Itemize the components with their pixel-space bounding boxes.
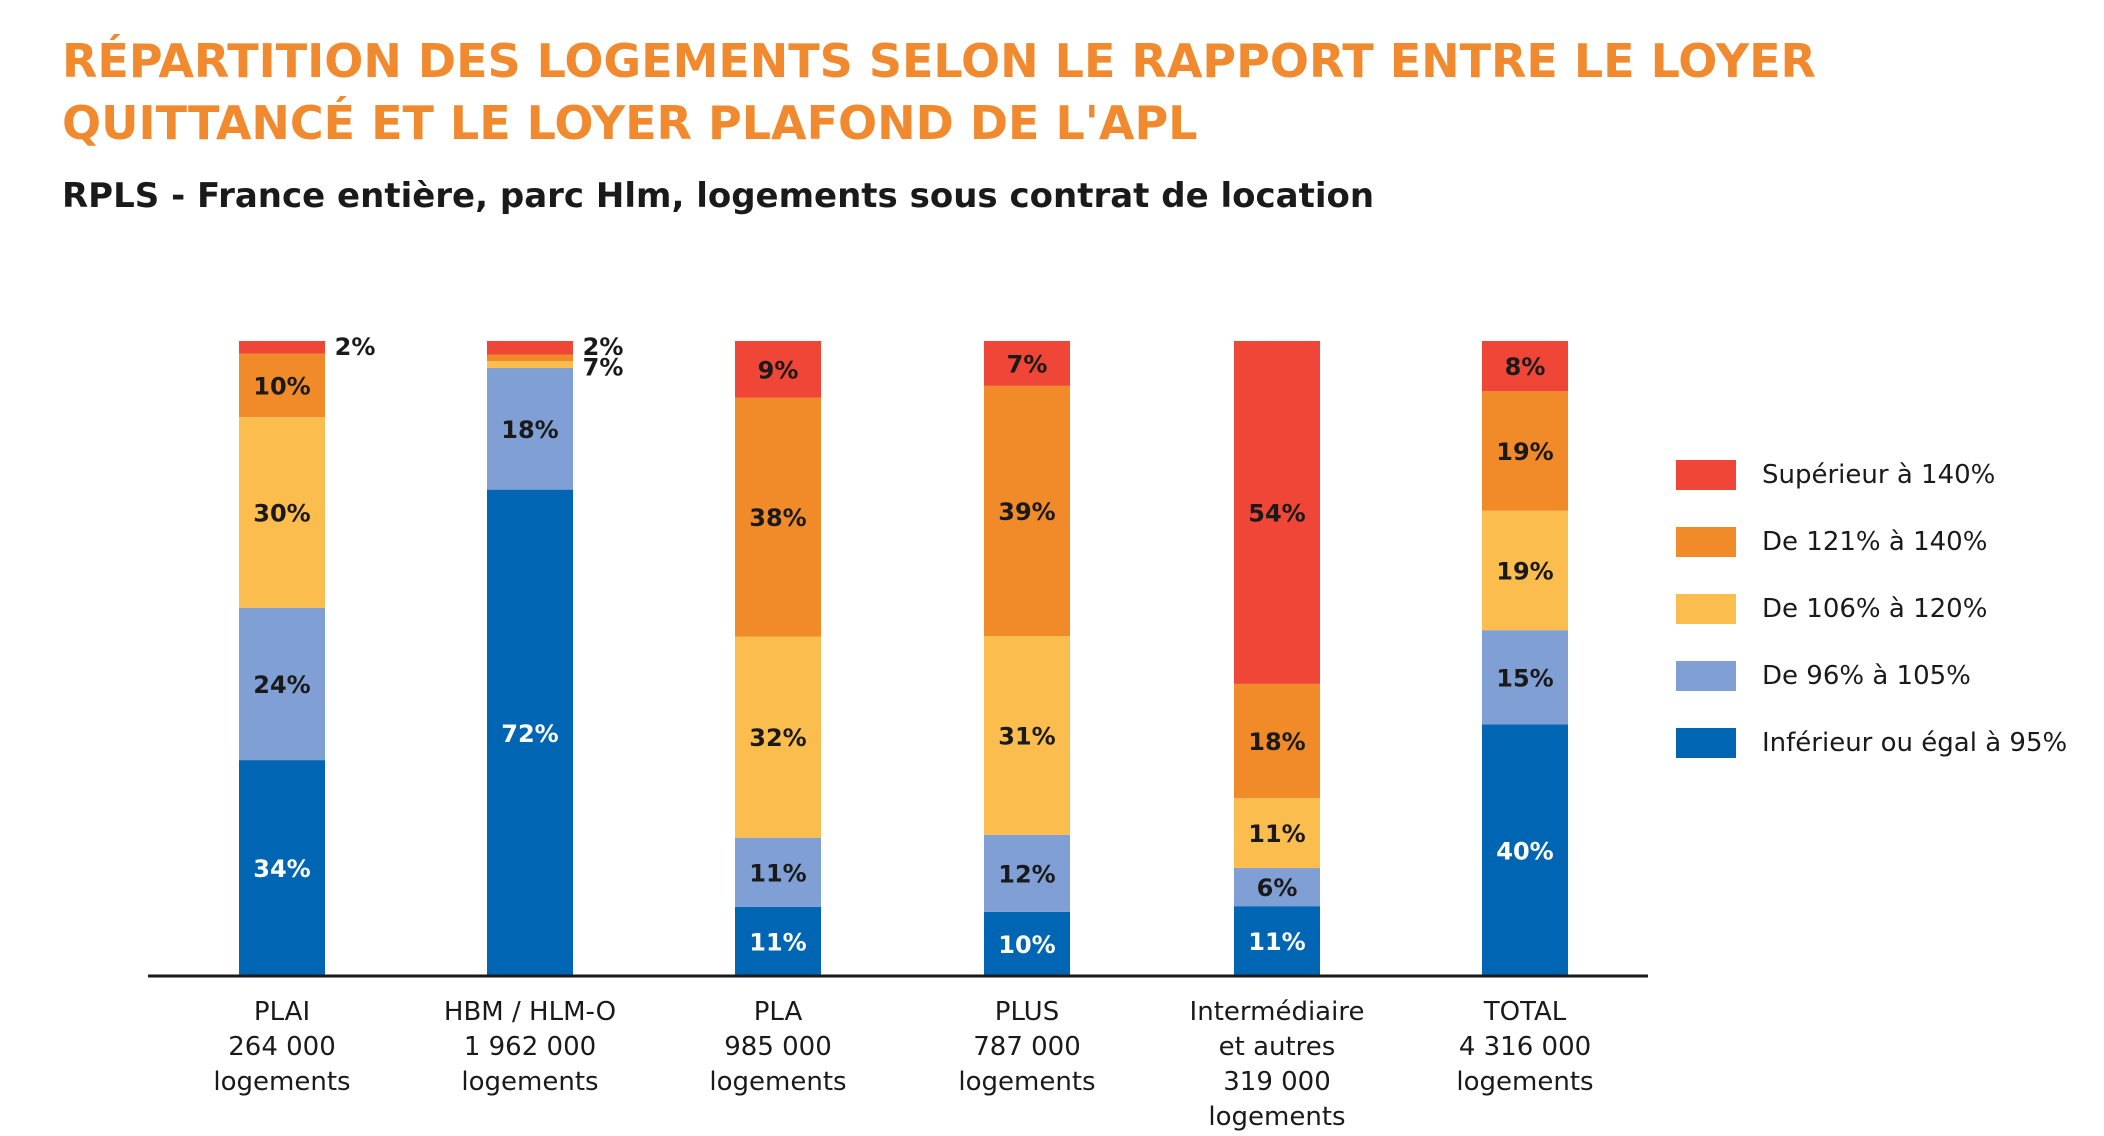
bar-segment-plus-de-121-a-140 <box>984 385 1070 637</box>
bar-segment-plai-inferieur-ou-egal-a-95 <box>239 760 325 976</box>
data-label: 40% <box>1496 837 1553 865</box>
x-tick-label: TOTAL <box>1483 997 1567 1027</box>
bar-segment-plai-superieur-a-140 <box>239 341 325 354</box>
data-label: 11% <box>749 928 806 956</box>
bar-segment-total-de-96-a-105 <box>1482 630 1568 725</box>
legend-label: Supérieur à 140% <box>1762 460 1996 490</box>
bar-segment-plus-de-106-a-120 <box>984 636 1070 835</box>
x-tick-label: 985 000 <box>724 1032 832 1062</box>
data-label: 38% <box>749 504 806 532</box>
data-label: 34% <box>253 855 310 883</box>
data-label: 18% <box>1248 728 1305 756</box>
x-tick-label: PLA <box>754 997 803 1027</box>
bar-segment-total-superieur-a-140 <box>1482 341 1568 392</box>
data-label: 11% <box>749 859 806 887</box>
legend-label: De 96% à 105% <box>1762 661 1971 691</box>
x-tick-label: PLUS <box>995 997 1059 1027</box>
data-label: 39% <box>998 498 1055 526</box>
data-label: 11% <box>1248 928 1305 956</box>
x-tick-label: 787 000 <box>973 1032 1081 1062</box>
bar-segment-intermediaire-de-96-a-105 <box>1234 868 1320 907</box>
bar-segment-plus-de-96-a-105 <box>984 834 1070 912</box>
x-tick-label: logements <box>213 1067 350 1097</box>
x-tick-label: Intermédiaire <box>1190 997 1365 1027</box>
bar-segment-pla-de-121-a-140 <box>735 397 821 637</box>
data-label: 6% <box>1257 874 1298 902</box>
data-label: 54% <box>1248 499 1305 527</box>
x-tick-label: HBM / HLM-O <box>444 997 616 1027</box>
legend-label: De 121% à 140% <box>1762 527 1988 557</box>
chart-subtitle: RPLS - France entière, parc Hlm, logemen… <box>62 176 1375 216</box>
bar-segment-pla-de-96-a-105 <box>735 837 821 907</box>
bar-segment-hbm-hlm-o-de-121-a-140 <box>487 354 573 362</box>
x-tick-label: logements <box>1208 1102 1345 1132</box>
x-tick-label: logements <box>709 1067 846 1097</box>
bar-segment-intermediaire-superieur-a-140 <box>1234 341 1320 684</box>
data-label: 2% <box>335 333 376 361</box>
legend-swatch <box>1676 594 1736 624</box>
data-label: 18% <box>501 416 558 444</box>
chart-title: RÉPARTITION DES LOGEMENTS SELON LE RAPPO… <box>62 34 1816 150</box>
bar-segment-plai-de-96-a-105 <box>239 607 325 761</box>
legend-label: De 106% à 120% <box>1762 594 1988 624</box>
data-label: 2% <box>583 333 624 361</box>
legend-swatch <box>1676 460 1736 490</box>
x-tick-label: PLAI <box>254 997 310 1027</box>
bar-segment-hbm-hlm-o-inferieur-ou-egal-a-95 <box>487 489 573 976</box>
bar-segment-pla-superieur-a-140 <box>735 341 821 398</box>
data-label: 19% <box>1496 438 1553 466</box>
data-label: 30% <box>253 499 310 527</box>
bar-segment-hbm-hlm-o-superieur-a-140 <box>487 341 573 355</box>
data-label: 24% <box>253 671 310 699</box>
bar-segment-total-de-106-a-120 <box>1482 510 1568 631</box>
legend-swatch <box>1676 728 1736 758</box>
x-tick-label: logements <box>461 1067 598 1097</box>
bar-segment-pla-inferieur-ou-egal-a-95 <box>735 906 821 976</box>
data-label: 11% <box>1248 820 1305 848</box>
legend-label: Inférieur ou égal à 95% <box>1762 728 2068 758</box>
legend-swatch <box>1676 661 1736 691</box>
x-tick-label: et autres <box>1219 1032 1336 1062</box>
bar-segment-plai-de-106-a-120 <box>239 417 325 608</box>
x-tick-label: 4 316 000 <box>1459 1032 1591 1062</box>
data-label: 32% <box>749 724 806 752</box>
legend-swatch <box>1676 527 1736 557</box>
bar-segment-intermediaire-de-106-a-120 <box>1234 798 1320 869</box>
data-label: 31% <box>998 722 1055 750</box>
x-tick-label: 264 000 <box>228 1032 336 1062</box>
data-label: 8% <box>1505 353 1546 381</box>
bar-segment-pla-de-106-a-120 <box>735 636 821 838</box>
data-label: 12% <box>998 860 1055 888</box>
data-label: 7% <box>583 353 624 381</box>
x-tick-label: logements <box>958 1067 1095 1097</box>
bar-segment-hbm-hlm-o-de-106-a-120 <box>487 361 573 369</box>
x-tick-label: logements <box>1456 1067 1593 1097</box>
data-label: 19% <box>1496 557 1553 585</box>
bar-segment-intermediaire-inferieur-ou-egal-a-95 <box>1234 906 1320 976</box>
bar-segment-plai-de-121-a-140 <box>239 353 325 418</box>
bar-segment-intermediaire-de-121-a-140 <box>1234 683 1320 799</box>
data-label: 15% <box>1496 664 1553 692</box>
data-label: 10% <box>253 372 310 400</box>
data-label: 72% <box>501 720 558 748</box>
bar-segment-plus-superieur-a-140 <box>984 341 1070 386</box>
x-tick-label: 1 962 000 <box>464 1032 596 1062</box>
data-label: 9% <box>758 356 799 384</box>
data-label: 10% <box>998 931 1055 959</box>
x-tick-label: 319 000 <box>1223 1067 1331 1097</box>
bar-segment-hbm-hlm-o-de-96-a-105 <box>487 368 573 490</box>
bar-segment-total-inferieur-ou-egal-a-95 <box>1482 724 1568 976</box>
bar-segment-total-de-121-a-140 <box>1482 391 1568 511</box>
bar-segment-plus-inferieur-ou-egal-a-95 <box>984 911 1070 976</box>
data-label: 7% <box>1007 350 1048 378</box>
